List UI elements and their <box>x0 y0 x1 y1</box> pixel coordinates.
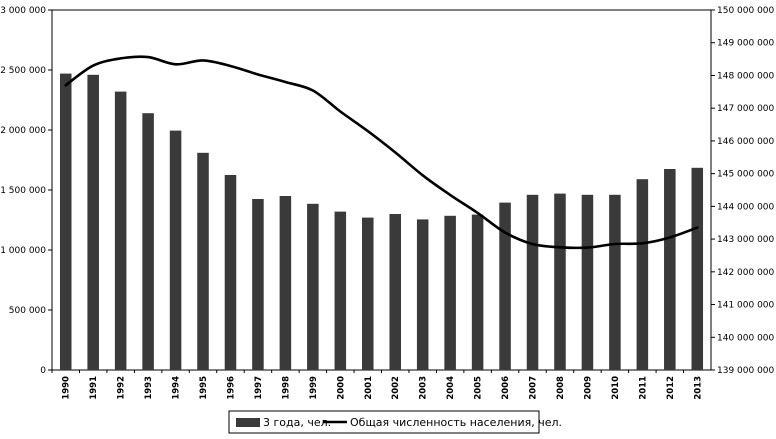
left-tick-label: 2 500 000 <box>0 66 46 76</box>
bar-2003 <box>416 219 429 370</box>
bar-1994 <box>169 130 182 370</box>
right-tick-label: 142 000 000 <box>717 268 775 278</box>
bar-2006 <box>499 202 511 370</box>
bar-1992 <box>114 91 127 370</box>
left-tick-label: 0 <box>40 366 46 376</box>
x-tick-label: 1998 <box>281 376 291 400</box>
x-tick-label: 1990 <box>62 376 72 400</box>
bar-1996 <box>224 175 237 370</box>
bar-1993 <box>142 113 154 370</box>
bar-2010 <box>609 194 621 370</box>
right-tick-label: 148 000 000 <box>717 71 775 81</box>
bar-1997 <box>252 199 264 370</box>
legend-box <box>228 410 540 434</box>
x-tick-label: 2009 <box>583 376 593 400</box>
legend-swatch-bars <box>236 418 260 427</box>
x-tick-label: 2006 <box>501 376 511 400</box>
x-tick-label: 2001 <box>364 376 374 400</box>
x-tick-label: 1995 <box>199 376 209 400</box>
left-tick-label: 1 000 000 <box>0 246 46 256</box>
x-tick-label: 2011 <box>638 376 648 400</box>
left-axis-ticks: 0 500 000 1 000 000 1 500 000 2 000 000 2 500… <box>0 6 52 376</box>
x-tick-label: 2000 <box>336 376 346 400</box>
right-tick-label: 144 000 000 <box>717 202 775 212</box>
x-tick-label: 1993 <box>144 376 154 400</box>
legend: 3 года, чел. Общая численность населения… <box>228 410 562 434</box>
bar-2012 <box>664 169 676 370</box>
left-tick-label: 2 000 000 <box>0 126 46 136</box>
right-tick-label: 143 000 000 <box>717 235 775 245</box>
right-axis-ticks: 139 000 000 140 000 000 141 000 000 142 000… <box>711 6 775 376</box>
x-tick-label: 2010 <box>611 376 621 400</box>
bar-1998 <box>279 196 292 370</box>
bar-2005 <box>471 214 484 370</box>
bar-2001 <box>362 217 374 370</box>
right-tick-label: 141 000 000 <box>717 301 775 311</box>
x-tick-label: 1999 <box>309 376 319 400</box>
x-tick-label: 1994 <box>172 376 182 400</box>
bar-2004 <box>444 215 456 370</box>
x-tick-label: 2008 <box>556 376 566 400</box>
x-tick-label: 2002 <box>391 376 401 400</box>
bar-2009 <box>581 194 594 370</box>
bar-1995 <box>197 152 209 370</box>
x-tick-label: 1991 <box>89 376 99 400</box>
bar-2013 <box>691 167 704 370</box>
left-tick-label: 500 000 <box>9 306 46 316</box>
bar-1999 <box>307 203 319 370</box>
x-tick-label: 2004 <box>446 376 456 400</box>
right-tick-label: 140 000 000 <box>717 333 775 343</box>
bar-2011 <box>636 179 649 370</box>
x-axis-ticks: 1990 1991 1992 1993 1994 1995 1996 1997 1998 1999… <box>51 370 703 400</box>
x-tick-label: 2013 <box>693 376 703 400</box>
right-tick-label: 139 000 000 <box>717 366 775 376</box>
bar-series <box>59 73 704 371</box>
right-tick-label: 145 000 000 <box>717 170 775 180</box>
right-tick-label: 150 000 000 <box>717 6 775 16</box>
x-tick-label: 2005 <box>474 376 484 400</box>
x-tick-label: 2007 <box>529 376 539 400</box>
population-line <box>64 55 699 250</box>
right-tick-label: 146 000 000 <box>717 137 775 147</box>
bar-2008 <box>554 193 566 370</box>
right-tick-label: 147 000 000 <box>717 104 775 114</box>
bar-2007 <box>526 194 539 370</box>
left-tick-label: 3 000 000 <box>0 6 46 16</box>
bar-1990 <box>59 73 72 370</box>
left-tick-label: 1 500 000 <box>0 186 46 196</box>
legend-label-line: Общая численность населения, чел. <box>350 416 562 429</box>
x-tick-label: 2003 <box>419 376 429 400</box>
bar-1991 <box>87 74 99 371</box>
bar-2000 <box>334 211 347 370</box>
x-tick-label: 1992 <box>117 376 127 400</box>
x-tick-label: 1997 <box>254 376 264 400</box>
legend-label-bars: 3 года, чел. <box>263 416 331 429</box>
right-tick-label: 149 000 000 <box>717 39 775 49</box>
bar-2002 <box>389 214 401 370</box>
x-tick-label: 1996 <box>226 376 236 400</box>
x-tick-label: 2012 <box>666 376 676 400</box>
